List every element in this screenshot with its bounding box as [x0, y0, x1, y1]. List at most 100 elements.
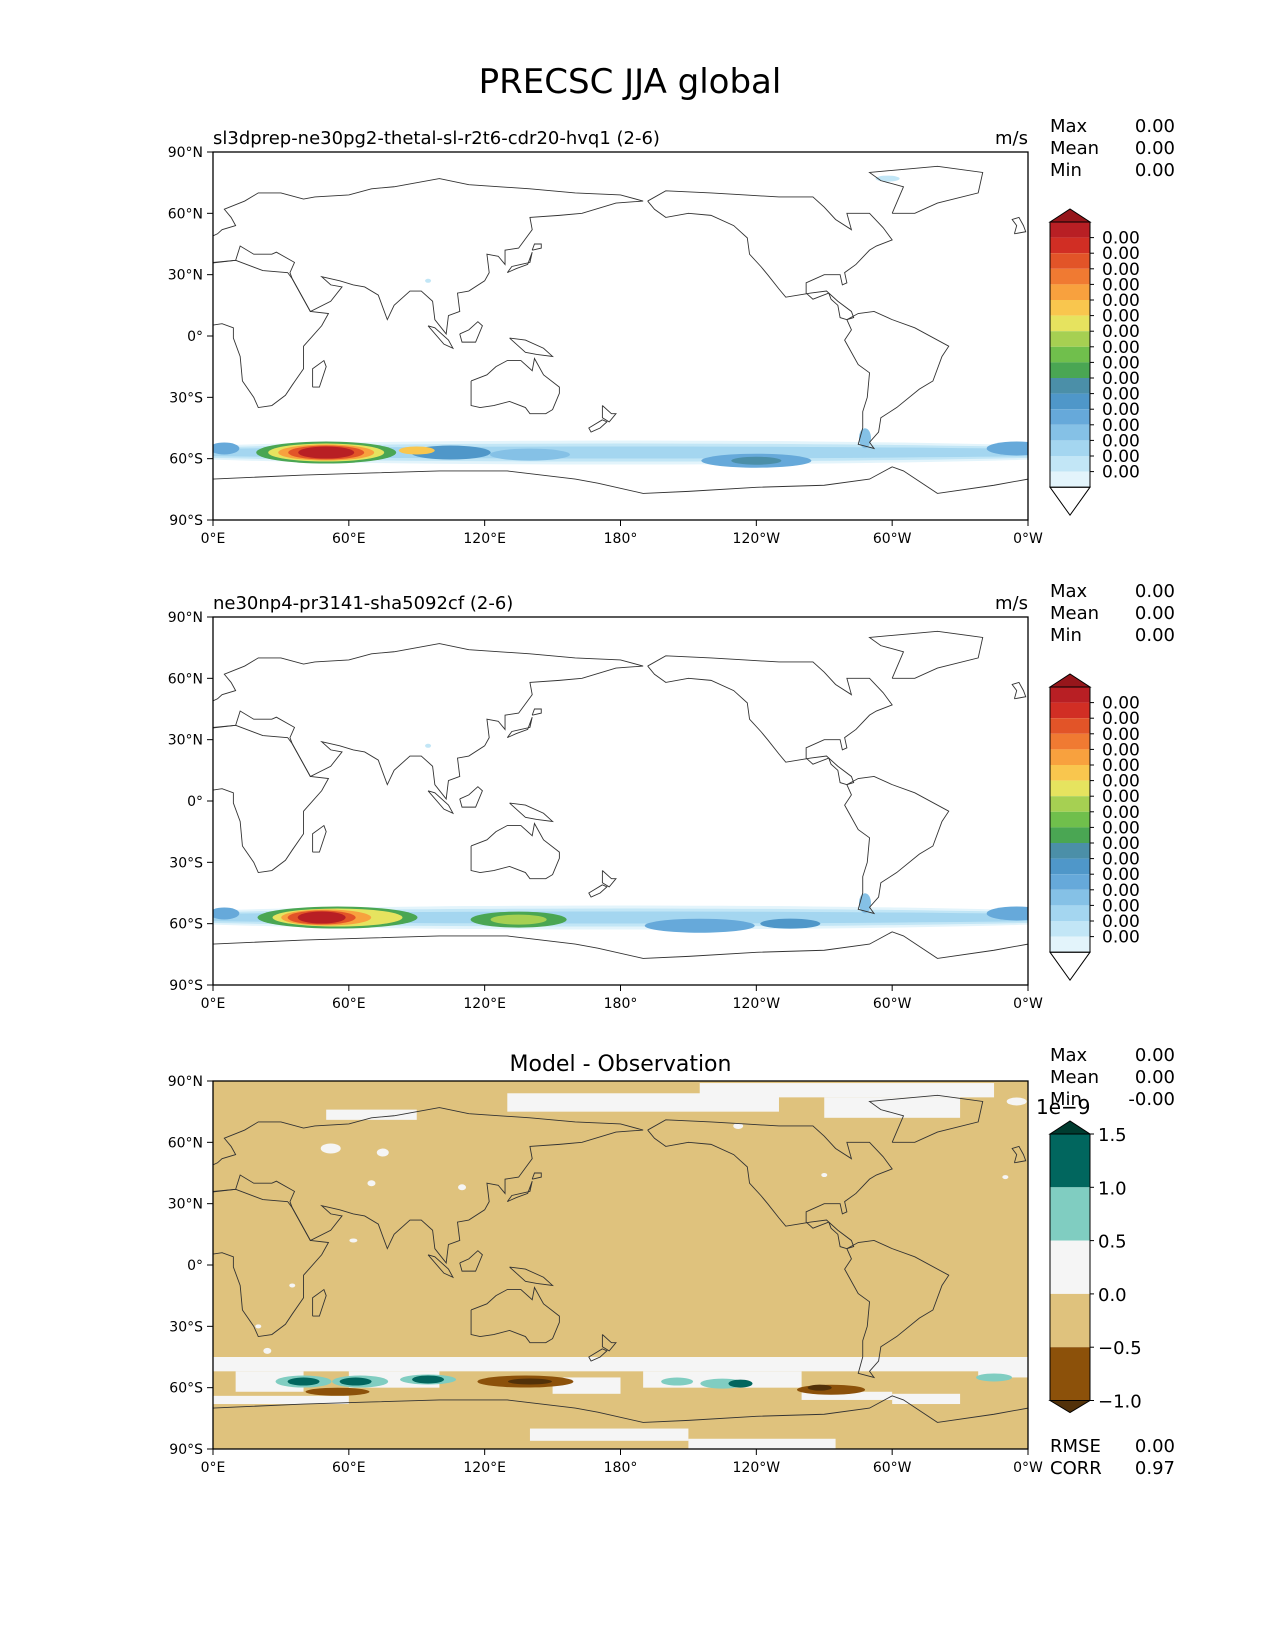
lat-tick-label: 90°S — [169, 978, 203, 994]
stat-value: 0.00 — [1135, 160, 1175, 181]
colorbar: 0.000.000.000.000.000.000.000.000.000.00… — [1048, 208, 1140, 517]
metric-label: CORR — [1050, 1458, 1102, 1479]
coastline — [213, 466, 1028, 494]
lon-tick-label: 60°W — [873, 996, 912, 1012]
coastline — [506, 252, 533, 274]
colorbar-tick-label: 0.00 — [1102, 244, 1140, 264]
lon-tick-label: 180° — [604, 996, 638, 1012]
colorbar-tick-label: 0.00 — [1102, 275, 1140, 295]
colorbar-tick-label: −1.0 — [1098, 1392, 1142, 1413]
coastline — [213, 259, 330, 409]
colorbar-tick-label: 0.00 — [1102, 291, 1140, 311]
coastline — [531, 243, 542, 251]
coastline — [588, 1348, 608, 1362]
coastline — [844, 311, 950, 450]
metric-label: RMSE — [1050, 1436, 1101, 1457]
coastline — [459, 321, 483, 343]
stat-value: 0.00 — [1135, 138, 1175, 159]
lat-tick-label: 60°N — [168, 1135, 203, 1151]
lon-tick-label: 0°W — [1013, 531, 1043, 547]
coastline — [213, 931, 1028, 959]
colorbar-tick-label: 0.00 — [1102, 740, 1140, 760]
stat-value: 0.00 — [1135, 625, 1175, 646]
colorbar-tick-label: 0.00 — [1102, 912, 1140, 932]
colorbar-tick-label: 0.00 — [1102, 307, 1140, 327]
colorbar-tick-label: 0.00 — [1102, 400, 1140, 420]
panel-title: ne30np4-pr3141-sha5092cf (2-6) — [213, 593, 513, 614]
coastline — [470, 822, 560, 880]
lat-tick-label: 60°S — [169, 452, 203, 468]
colorbar-tick-label: 0.00 — [1102, 322, 1140, 342]
stat-value: 0.00 — [1135, 603, 1175, 624]
colorbar-tick-label: 0.00 — [1102, 385, 1140, 405]
coastline — [312, 824, 327, 853]
colorbar-tick-label: 0.00 — [1102, 881, 1140, 901]
coastline — [531, 708, 542, 716]
colorbar-tick-label: −0.5 — [1098, 1338, 1142, 1359]
coastline — [509, 802, 554, 823]
coastline — [868, 1094, 984, 1143]
lat-tick-label: 30°N — [168, 733, 203, 749]
lon-tick-label: 60°E — [332, 531, 366, 547]
stat-value: 0.00 — [1135, 1045, 1175, 1066]
colorbar-tick-label: 0.00 — [1102, 865, 1140, 885]
lat-tick-label: 90°N — [168, 1074, 203, 1090]
colorbar-tick-label: 0.00 — [1102, 772, 1140, 792]
stat-label: Max — [1050, 581, 1088, 602]
colorbar-tick-label: 0.00 — [1102, 803, 1140, 823]
stat-label: Mean — [1050, 603, 1099, 624]
colorbar-tick-label: 0.00 — [1102, 463, 1140, 483]
coastline — [427, 1254, 455, 1279]
lat-tick-label: 90°S — [169, 1442, 203, 1458]
coastline — [647, 655, 893, 786]
coastline — [509, 1266, 554, 1287]
coastline — [470, 357, 560, 415]
coastline — [647, 190, 893, 321]
coastline — [1011, 681, 1027, 700]
colorbar-tick-label: 0.00 — [1102, 338, 1140, 358]
coastline — [213, 643, 644, 801]
colorbar-scale-exponent: 1e−9 — [1036, 1095, 1091, 1119]
lon-tick-label: 0°E — [201, 531, 226, 547]
coastline — [213, 1107, 644, 1265]
colorbar-tick-label: 0.00 — [1102, 928, 1140, 948]
stat-label: Min — [1050, 1089, 1082, 1110]
coastline — [868, 165, 984, 214]
lon-tick-label: 0°E — [201, 1460, 226, 1476]
lat-tick-label: 60°N — [168, 671, 203, 687]
lat-tick-label: 0° — [187, 1258, 203, 1274]
coastline — [459, 786, 483, 808]
coastline — [427, 325, 455, 350]
colorbar-tick-label: 1.5 — [1098, 1125, 1127, 1146]
lon-tick-label: 180° — [604, 1460, 638, 1476]
colorbar-tick-label: 0.00 — [1102, 694, 1140, 714]
coastline — [312, 1288, 327, 1317]
stat-value: 0.00 — [1135, 1067, 1175, 1088]
coastline — [647, 1119, 893, 1250]
figure-title: PRECSC JJA global — [479, 62, 782, 102]
precip-field — [213, 743, 1028, 933]
colorbar-tick-label: 0.00 — [1102, 353, 1140, 373]
colorbar-tick-label: 0.00 — [1102, 447, 1140, 467]
colorbar-tick-label: 0.00 — [1102, 834, 1140, 854]
coastline — [213, 178, 644, 336]
difference-field — [213, 1081, 1028, 1449]
lat-tick-label: 60°N — [168, 206, 203, 222]
colorbar-tick-label: 0.00 — [1102, 818, 1140, 838]
colorbar-tick-label: 0.5 — [1098, 1232, 1127, 1253]
colorbar-tick-label: 0.00 — [1102, 787, 1140, 807]
lon-tick-label: 60°W — [873, 1460, 912, 1476]
lat-tick-label: 0° — [187, 329, 203, 345]
lon-tick-label: 60°W — [873, 531, 912, 547]
lon-tick-label: 120°E — [463, 531, 506, 547]
coastline — [588, 884, 608, 898]
lat-tick-label: 60°S — [169, 917, 203, 933]
stat-label: Max — [1050, 1045, 1088, 1066]
lon-tick-label: 120°W — [733, 1460, 781, 1476]
panel-1: 90°N 60°N 30°N 0° 30°S 60°S 90°S 0°E 60°E 120°E 18… — [168, 116, 1175, 547]
lat-tick-label: 90°N — [168, 145, 203, 161]
coastline — [844, 1240, 950, 1379]
colorbar: 0.000.000.000.000.000.000.000.000.000.00… — [1048, 673, 1140, 982]
coastline — [531, 1172, 542, 1180]
